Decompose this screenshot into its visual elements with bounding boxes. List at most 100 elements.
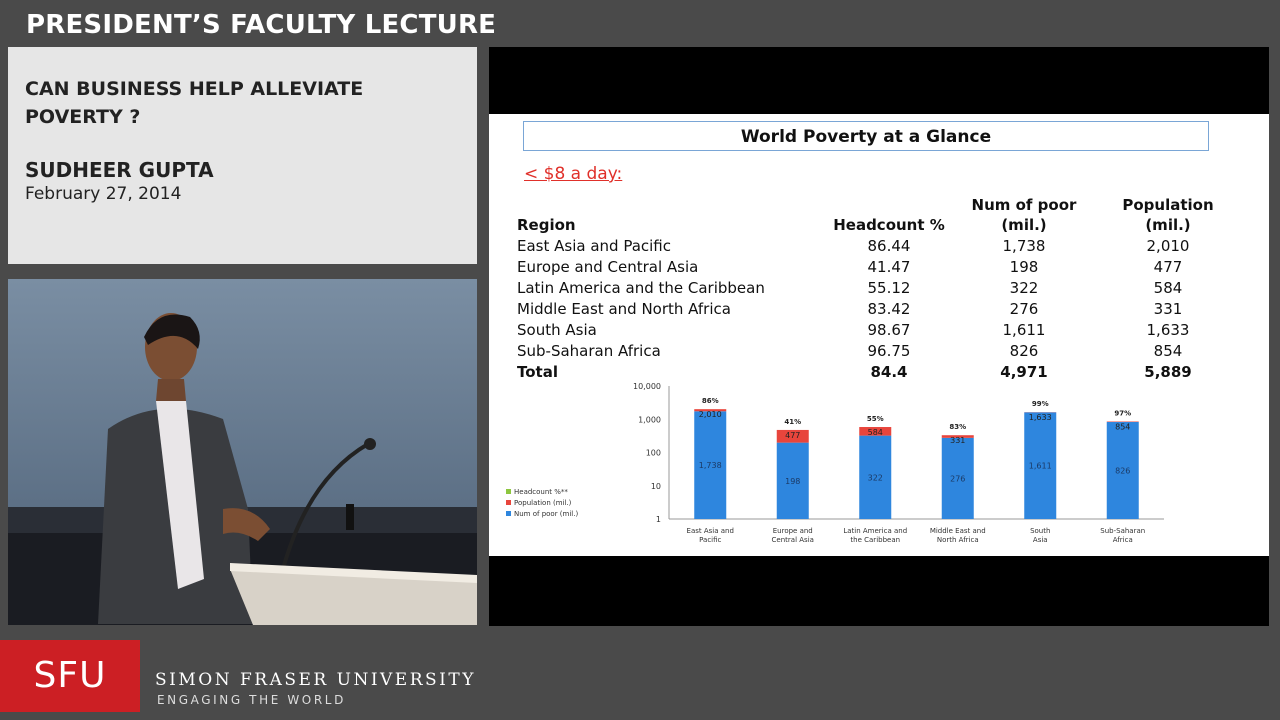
speaker-video	[8, 279, 477, 625]
bar-population	[941, 435, 974, 438]
total-population: 5,889	[1144, 363, 1192, 381]
slide-subheading: < $8 a day:	[524, 164, 623, 184]
table-row: East Asia and Pacific 86.44 1,738 2,010	[489, 237, 1269, 258]
header-population-line2: (mil.)	[1145, 216, 1191, 234]
university-tagline: ENGAGING THE WORLD	[157, 693, 346, 707]
bar-population-label: 477	[785, 431, 800, 440]
row-headcount: 86.44	[867, 237, 911, 255]
header-headcount: Headcount %	[833, 216, 945, 234]
row-population: 2,010	[1146, 237, 1190, 255]
row-num-poor: 1,611	[1002, 321, 1046, 339]
footer-bar	[0, 640, 1280, 720]
headcount-label: 97%	[1114, 410, 1131, 418]
legend-label: Headcount %**	[514, 488, 568, 496]
bar-num-poor-label: 1,611	[1029, 462, 1052, 471]
x-tick-label: South	[1030, 527, 1050, 535]
slide: World Poverty at a Glance < $8 a day: Nu…	[489, 114, 1269, 556]
x-tick-label: Pacific	[699, 536, 721, 544]
bar-population	[776, 429, 809, 443]
speaker-video-frame	[8, 279, 477, 625]
x-tick-label: Latin America and	[843, 527, 907, 535]
x-tick-label: Africa	[1113, 536, 1133, 544]
talk-info-panel: CAN BUSINESS HELP ALLEVIATE POVERTY ? SU…	[8, 47, 477, 264]
y-tick-label: 1,000	[638, 415, 661, 424]
slide-title-box: World Poverty at a Glance	[523, 121, 1209, 151]
x-tick-label: Asia	[1033, 536, 1048, 544]
row-num-poor: 198	[1009, 258, 1039, 276]
bar-num-poor-label: 322	[868, 473, 883, 482]
sfu-logo: SFU	[0, 640, 140, 712]
lecture-series-title: PRESIDENT’S FACULTY LECTURE	[26, 10, 497, 40]
university-name: SIMON FRASER UNIVERSITY	[155, 670, 476, 690]
bar-population-label: 331	[950, 436, 965, 445]
talk-date: February 27, 2014	[25, 184, 182, 204]
row-population: 584	[1153, 279, 1183, 297]
y-tick-label: 10	[651, 482, 661, 491]
row-region: Latin America and the Caribbean	[517, 279, 765, 297]
row-headcount: 96.75	[867, 342, 911, 360]
bar-num-poor	[941, 437, 974, 519]
row-headcount: 98.67	[867, 321, 911, 339]
x-tick-label: Central Asia	[772, 536, 814, 544]
row-headcount: 83.42	[867, 300, 911, 318]
y-tick-label: 10,000	[633, 382, 661, 391]
row-region: Europe and Central Asia	[517, 258, 699, 276]
table-total-row: Total 84.4 4,971 5,889	[489, 363, 1269, 384]
row-population: 477	[1153, 258, 1183, 276]
table-row: Sub-Saharan Africa 96.75 826 854	[489, 342, 1269, 363]
y-tick-label: 100	[646, 449, 661, 458]
row-num-poor: 322	[1009, 279, 1039, 297]
bar-num-poor	[1106, 422, 1139, 519]
table-row: Latin America and the Caribbean 55.12 32…	[489, 279, 1269, 300]
row-population: 1,633	[1146, 321, 1190, 339]
table-row: South Asia 98.67 1,611 1,633	[489, 321, 1269, 342]
bar-num-poor	[1024, 412, 1057, 519]
headcount-label: 41%	[784, 418, 801, 426]
headcount-label: 83%	[949, 423, 966, 431]
row-region: East Asia and Pacific	[517, 237, 671, 255]
header-population-line1: Population	[1122, 196, 1214, 214]
total-label: Total	[517, 363, 558, 381]
y-tick-label: 1	[656, 515, 661, 524]
bar-num-poor-label: 276	[950, 474, 965, 483]
header-num-poor-line1: Num of poor	[971, 196, 1077, 214]
table-row: Middle East and North Africa 83.42 276 3…	[489, 300, 1269, 321]
bar-num-poor	[859, 435, 892, 519]
table-row: Europe and Central Asia 41.47 198 477	[489, 258, 1269, 279]
row-region: Middle East and North Africa	[517, 300, 731, 318]
row-num-poor: 826	[1009, 342, 1039, 360]
bar-num-poor	[694, 411, 727, 519]
row-headcount: 55.12	[867, 279, 911, 297]
bar-num-poor-label: 826	[1115, 467, 1130, 476]
bar-population-label: 854	[1115, 423, 1130, 432]
bar-num-poor-label: 1,738	[699, 461, 722, 470]
x-tick-label: Europe and	[773, 527, 813, 535]
table-header-line1: Num of poor Population	[489, 196, 1269, 217]
bar-population-label: 584	[868, 428, 883, 437]
slide-title: World Poverty at a Glance	[740, 127, 992, 147]
row-region: Sub-Saharan Africa	[517, 342, 661, 360]
row-population: 331	[1153, 300, 1183, 318]
bar-num-poor	[776, 442, 809, 519]
legend-swatch	[506, 511, 511, 516]
row-num-poor: 1,738	[1002, 237, 1046, 255]
headcount-label: 86%	[702, 397, 719, 405]
row-headcount: 41.47	[867, 258, 911, 276]
header-num-poor-line2: (mil.)	[1001, 216, 1047, 234]
bar-population-label: 2,010	[699, 410, 722, 419]
x-tick-label: East Asia and	[687, 527, 734, 535]
header-region: Region	[517, 216, 576, 234]
x-tick-label: North Africa	[937, 536, 979, 544]
total-num-poor: 4,971	[1000, 363, 1048, 381]
bar-population	[859, 427, 892, 436]
table-header-line2: Region Headcount % (mil.) (mil.)	[489, 216, 1269, 237]
bar-population-label: 1,633	[1029, 413, 1052, 422]
total-headcount: 84.4	[870, 363, 908, 381]
x-tick-label: Middle East and	[930, 527, 986, 535]
row-population: 854	[1153, 342, 1183, 360]
legend-label: Population (mil.)	[514, 499, 572, 507]
bar-population	[694, 409, 727, 412]
row-region: South Asia	[517, 321, 597, 339]
headcount-label: 99%	[1032, 400, 1049, 408]
headcount-label: 55%	[867, 415, 884, 423]
